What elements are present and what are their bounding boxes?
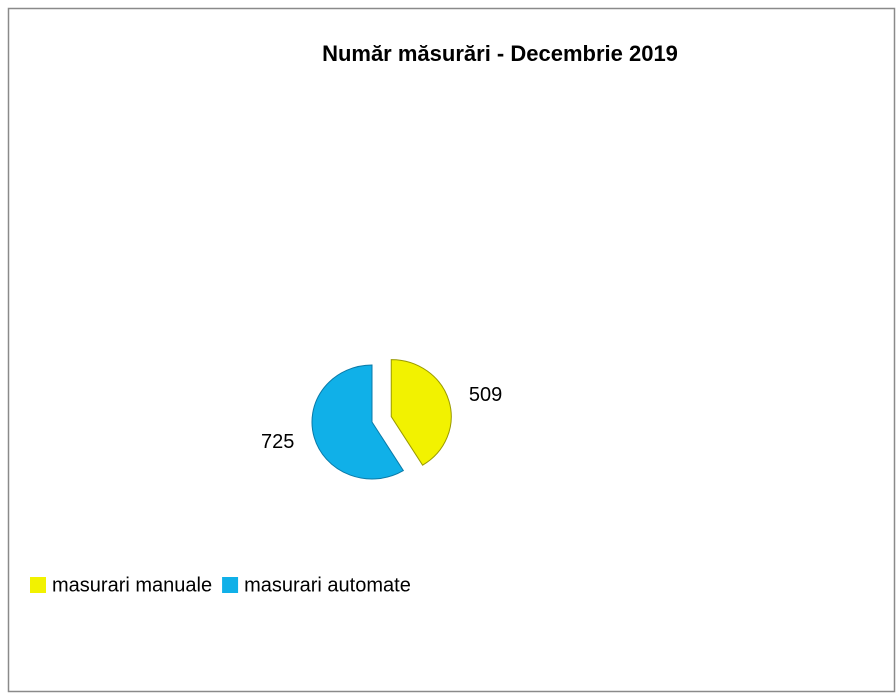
- legend-swatch: [30, 577, 46, 593]
- data-label: 509: [469, 384, 502, 406]
- pie-slice: [390, 359, 452, 466]
- legend-label: masurari automate: [244, 574, 411, 596]
- chart-title: Număr măsurări - Decembrie 2019: [322, 41, 678, 66]
- legend-swatch: [222, 577, 239, 593]
- legend-label: masurari manuale: [52, 574, 212, 596]
- chart-border: [7, 7, 896, 693]
- data-label: 725: [261, 431, 294, 453]
- pie-slice: [311, 364, 405, 480]
